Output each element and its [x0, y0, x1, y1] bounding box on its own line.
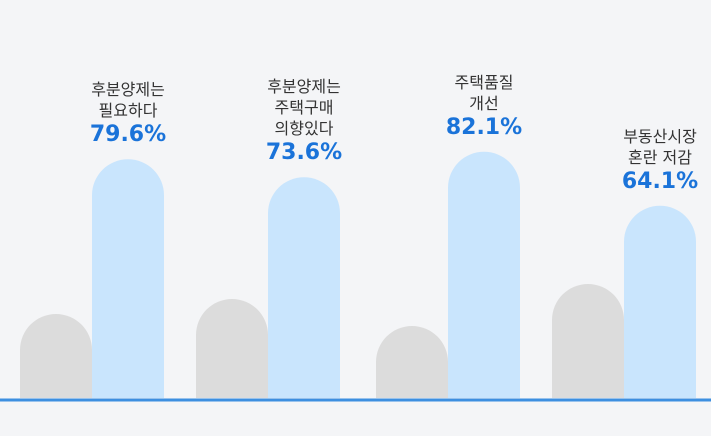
category-label: 후분양제는 주택구매 의향있다	[267, 77, 341, 139]
bar	[268, 177, 340, 398]
bar-label: 후분양제는 필요하다 79.6%	[90, 79, 166, 149]
category-label: 주택품질 개선	[454, 72, 514, 113]
bar	[92, 159, 164, 398]
value-label: 82.1%	[445, 114, 523, 140]
bar-label: 후분양제는 주택구매 의향있다 73.6%	[266, 76, 342, 167]
bar-label: 주택품질 개선 82.1%	[446, 72, 522, 142]
category-label: 부동산시장 혼란 저감	[623, 126, 697, 167]
bar-label: 부동산시장 혼란 저감 64.1%	[622, 126, 698, 196]
bar	[624, 205, 696, 398]
value-label: 79.6%	[89, 122, 167, 148]
bar	[376, 326, 448, 398]
value-label: 64.1%	[621, 168, 699, 194]
bar	[20, 314, 92, 398]
bar	[196, 299, 268, 398]
category-label: 후분양제는 필요하다	[91, 80, 165, 121]
bar	[448, 151, 520, 398]
value-label: 73.6%	[265, 140, 343, 166]
bar	[552, 284, 624, 398]
